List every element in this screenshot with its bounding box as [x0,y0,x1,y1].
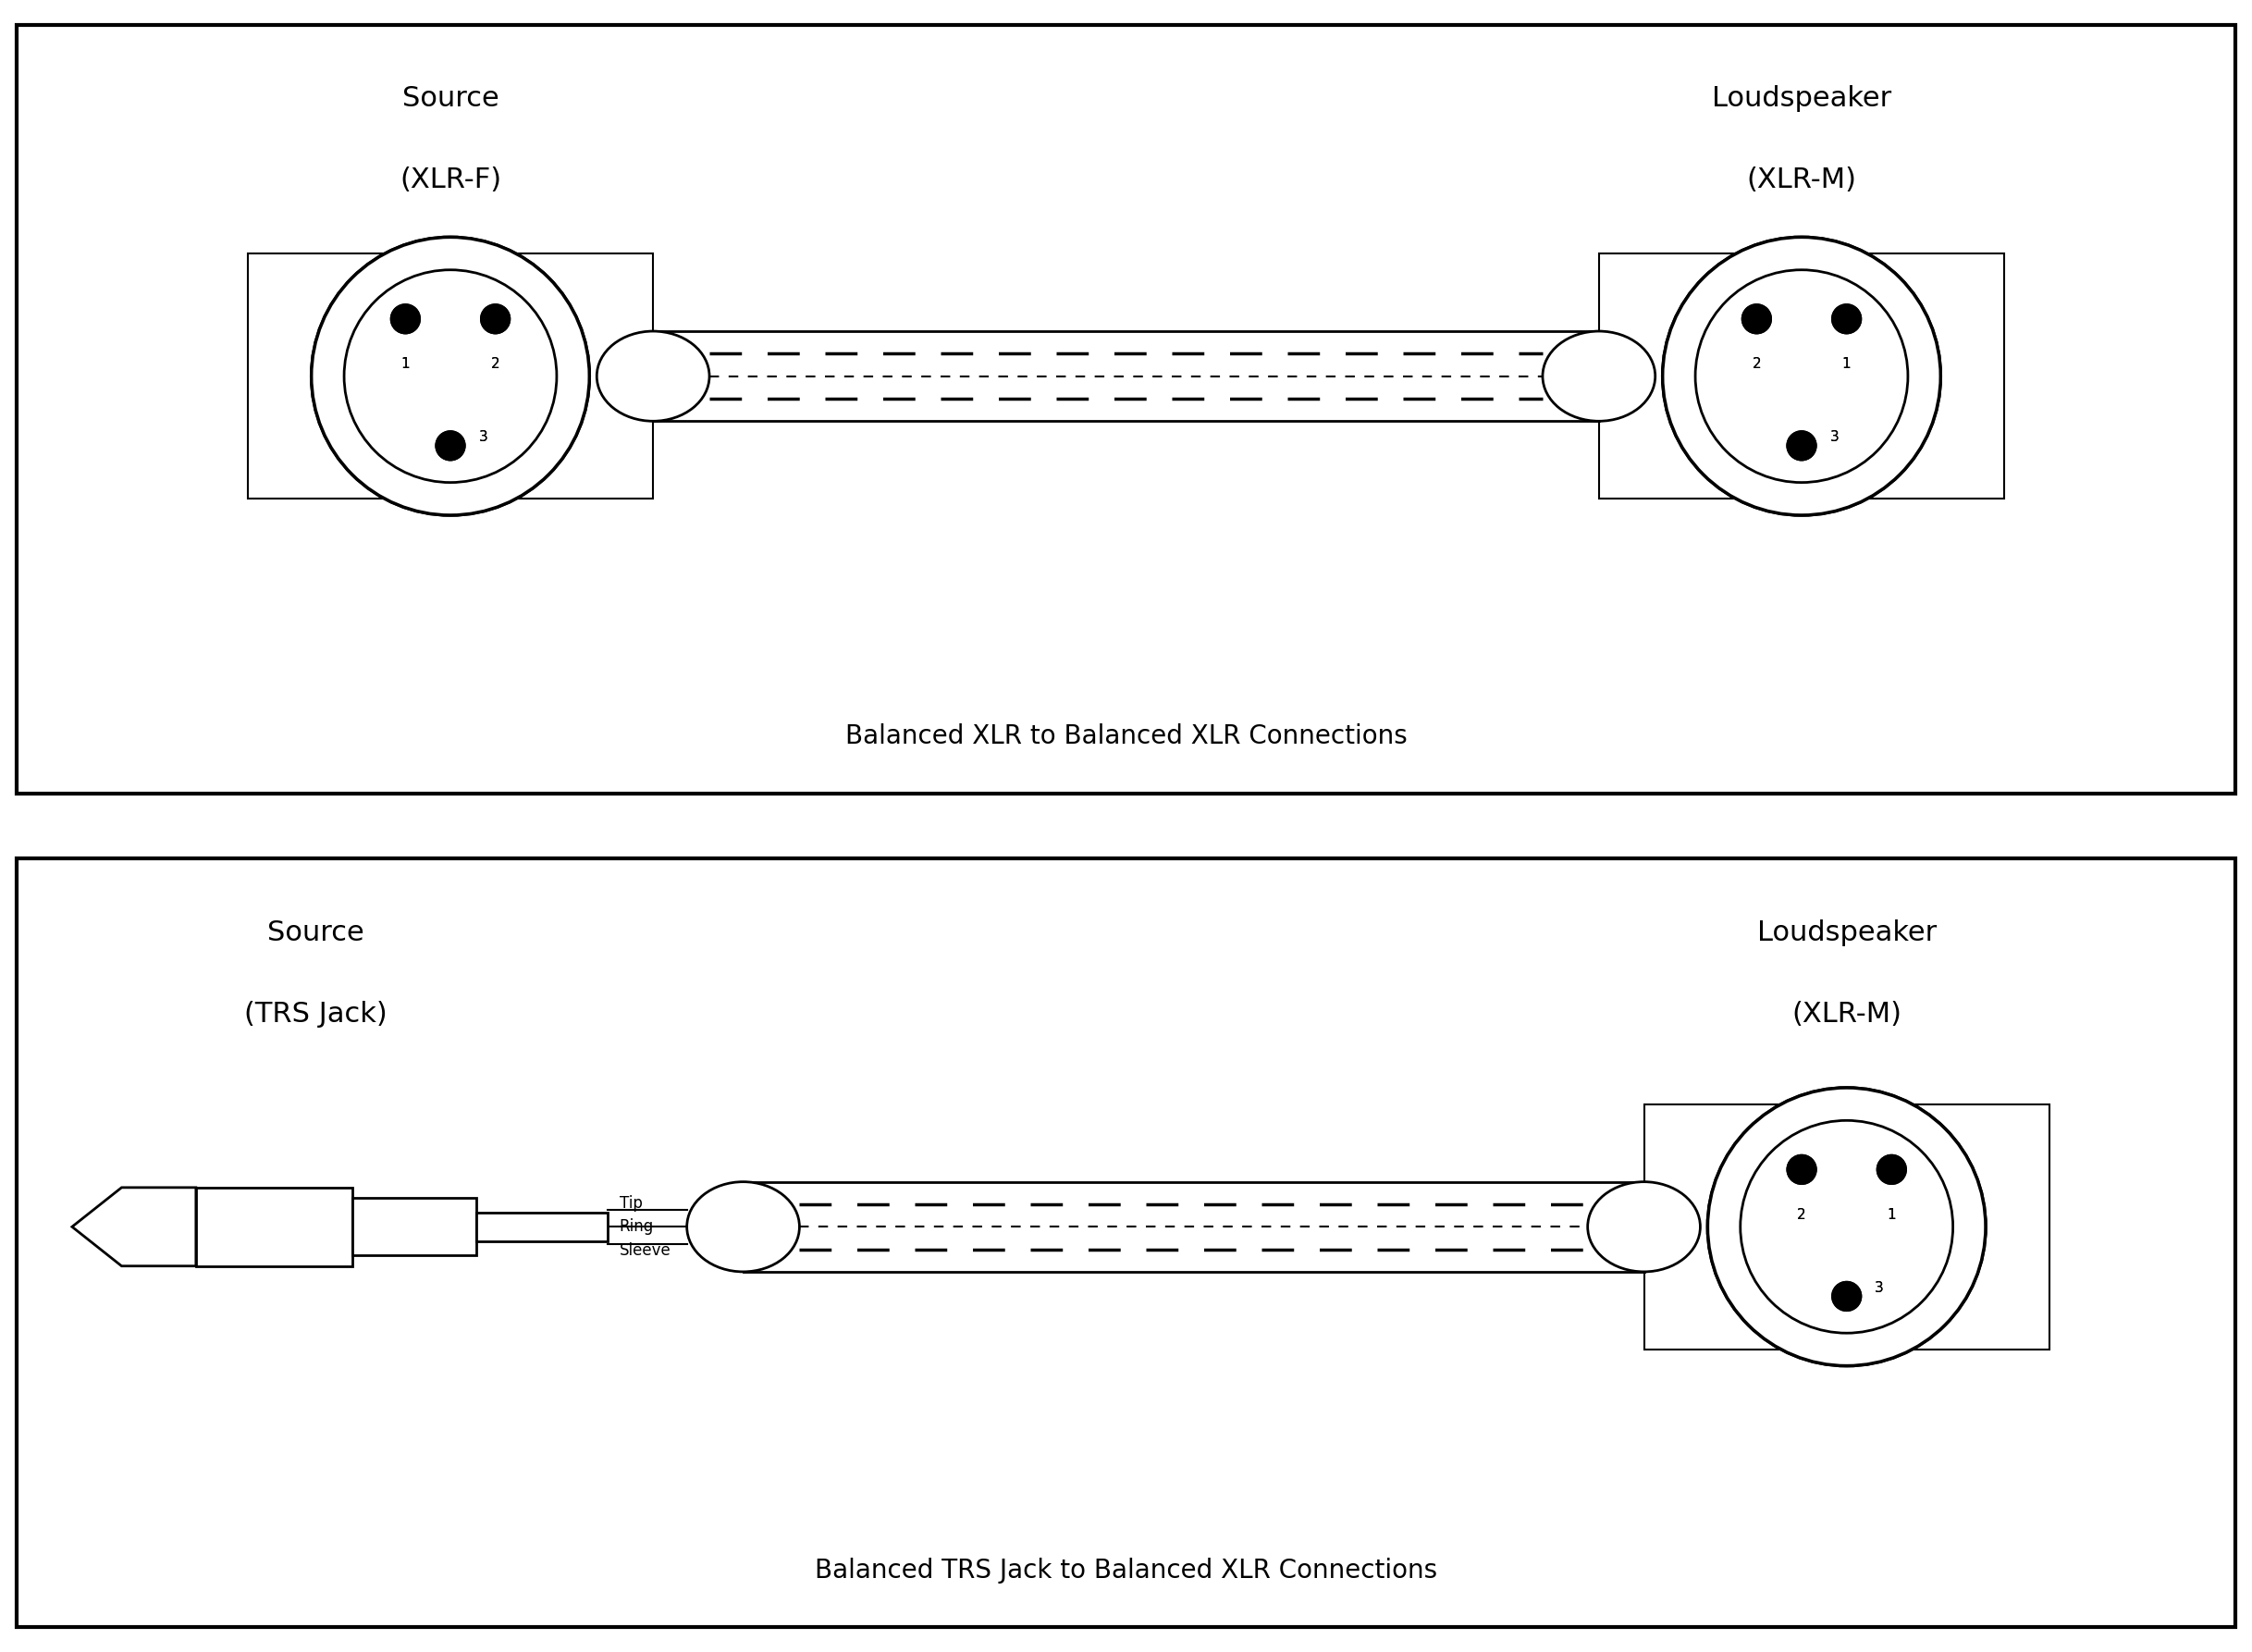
Circle shape [1741,1120,1952,1333]
Circle shape [345,269,556,482]
Circle shape [435,431,466,461]
Bar [248,253,653,499]
Circle shape [345,269,556,482]
Text: 2: 2 [1797,1208,1806,1221]
Text: Loudspeaker: Loudspeaker [1757,919,1937,947]
Circle shape [390,304,421,334]
Circle shape [1707,1087,1986,1366]
Circle shape [1831,1282,1862,1312]
Text: 3: 3 [1831,431,1840,444]
Text: 3: 3 [1876,1282,1885,1295]
Text: 3: 3 [480,431,489,444]
Circle shape [1786,431,1817,461]
Bar [1644,1104,2049,1350]
Text: 1: 1 [401,357,410,370]
Text: Source: Source [266,919,365,947]
Circle shape [1786,1155,1817,1184]
Text: 1: 1 [401,357,410,370]
Text: Sleeve: Sleeve [619,1242,671,1259]
Text: Tip: Tip [619,1194,642,1211]
Bar [354,1198,475,1256]
Circle shape [1696,269,1907,482]
Circle shape [1876,1155,1907,1184]
Text: 1: 1 [1887,1208,1896,1221]
Text: (XLR-M): (XLR-M) [1793,1001,1901,1028]
Circle shape [1786,431,1817,461]
Text: 3: 3 [1876,1282,1885,1295]
Text: (TRS Jack): (TRS Jack) [243,1001,387,1028]
Text: 2: 2 [1752,357,1761,370]
Polygon shape [72,1188,196,1265]
Circle shape [1707,1087,1986,1366]
Circle shape [1876,1155,1907,1184]
Circle shape [311,238,590,515]
Bar [196,1188,354,1265]
Text: 1: 1 [1887,1208,1896,1221]
Text: Balanced TRS Jack to Balanced XLR Connections: Balanced TRS Jack to Balanced XLR Connec… [815,1558,1437,1583]
Text: (XLR-F): (XLR-F) [399,167,502,193]
Circle shape [480,304,511,334]
Bar [475,1213,608,1241]
Text: 3: 3 [480,431,489,444]
Circle shape [1741,304,1772,334]
Text: 2: 2 [491,357,500,370]
Text: 1: 1 [1842,357,1851,370]
Text: 2: 2 [1752,357,1761,370]
Circle shape [435,431,466,461]
Circle shape [1831,1282,1862,1312]
Text: (XLR-M): (XLR-M) [1748,167,1856,193]
Text: 2: 2 [491,357,500,370]
Circle shape [1831,304,1862,334]
Text: Ring: Ring [619,1219,653,1236]
Circle shape [480,304,511,334]
Circle shape [1662,238,1941,515]
Text: 1: 1 [1842,357,1851,370]
Circle shape [1696,269,1907,482]
Circle shape [1786,1155,1817,1184]
Text: Balanced XLR to Balanced XLR Connections: Balanced XLR to Balanced XLR Connections [844,724,1408,748]
Circle shape [1741,304,1772,334]
Ellipse shape [1543,330,1655,421]
Circle shape [390,304,421,334]
Ellipse shape [1588,1181,1700,1272]
Circle shape [1662,238,1941,515]
Circle shape [1741,1120,1952,1333]
Bar [1599,253,2004,499]
Text: 2: 2 [1797,1208,1806,1221]
Text: Loudspeaker: Loudspeaker [1712,84,1892,112]
Ellipse shape [687,1181,799,1272]
Text: Source: Source [401,84,500,112]
Ellipse shape [597,330,709,421]
Circle shape [1831,304,1862,334]
Circle shape [311,238,590,515]
Text: 3: 3 [1831,431,1840,444]
